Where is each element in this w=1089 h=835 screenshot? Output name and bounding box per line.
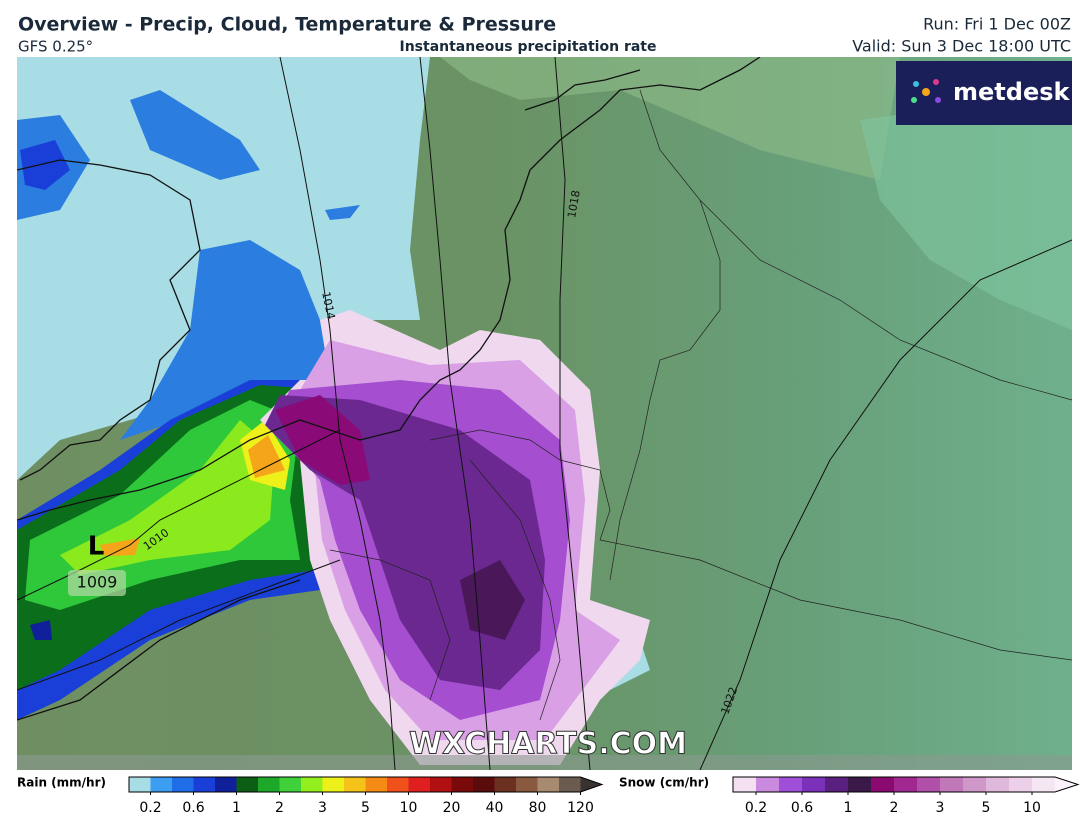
color-swatch	[150, 777, 173, 792]
logo-icon	[911, 79, 941, 103]
tick-label: 3	[318, 800, 327, 816]
color-swatch	[848, 777, 872, 792]
run-time: Run: Fri 1 Dec 00Z	[923, 15, 1071, 34]
tick-label: 20	[443, 800, 461, 816]
colorbar-outline	[732, 776, 1080, 793]
color-swatch	[387, 777, 409, 792]
logo-text: metdesk	[953, 78, 1071, 106]
tick-label: 80	[529, 800, 547, 816]
watermark: WXCHARTS.COM	[409, 727, 687, 762]
color-swatch	[344, 777, 366, 792]
tick-label: 0.6	[182, 800, 204, 816]
tick-label: 10	[1023, 800, 1041, 816]
color-swatch	[963, 777, 987, 792]
color-swatch	[451, 777, 474, 792]
tick-label: 0.2	[745, 800, 767, 816]
tick-label: 1	[232, 800, 241, 816]
color-arrow	[1055, 777, 1078, 792]
color-swatch	[1009, 777, 1033, 792]
color-swatch	[215, 777, 237, 792]
color-swatch	[258, 777, 280, 792]
rain-legend-label: Rain (mm/hr)	[17, 776, 106, 790]
color-swatch	[322, 777, 345, 792]
color-swatch	[917, 777, 941, 792]
model: GFS 0.25°	[18, 38, 93, 56]
color-swatch	[756, 777, 780, 792]
isobar-label: 1018	[565, 189, 583, 219]
color-swatch	[516, 777, 538, 792]
color-swatch	[408, 777, 431, 792]
color-swatch	[537, 777, 560, 792]
color-swatch	[894, 777, 918, 792]
color-swatch	[986, 777, 1010, 792]
map	[17, 57, 1072, 770]
color-swatch	[779, 777, 803, 792]
color-swatch	[279, 777, 302, 792]
color-swatch	[172, 777, 194, 792]
tick-label: 5	[982, 800, 991, 816]
tick-label: 120	[567, 800, 594, 816]
color-swatch	[871, 777, 895, 792]
color-swatch	[733, 777, 757, 792]
tick-label: 40	[486, 800, 504, 816]
title: Overview - Precip, Cloud, Temperature & …	[18, 14, 556, 36]
tick-label: 3	[936, 800, 945, 816]
tick-label: 2	[275, 800, 284, 816]
low-pressure: 1009	[77, 573, 118, 592]
color-swatch	[193, 777, 216, 792]
isobar-label: 1014	[319, 291, 338, 321]
color-swatch	[301, 777, 323, 792]
color-swatch	[430, 777, 452, 792]
color-swatch	[1032, 777, 1056, 792]
color-swatch	[236, 777, 259, 792]
low-symbol: L	[88, 532, 105, 562]
snow-legend-label: Snow (cm/hr)	[619, 776, 709, 790]
tick-label: 10	[400, 800, 418, 816]
valid-time: Valid: Sun 3 Dec 18:00 UTC	[852, 37, 1071, 56]
color-swatch	[559, 777, 581, 792]
color-swatch	[494, 777, 517, 792]
color-swatch	[473, 777, 495, 792]
color-swatch	[940, 777, 964, 792]
color-swatch	[802, 777, 826, 792]
legend-bars: 0.2 0.6 1 2 3 5 10 20 40 80 120 0.2 0.6 1 2 3 5 10	[128, 776, 1080, 816]
color-swatch	[129, 777, 151, 792]
color-arrow	[580, 777, 602, 792]
tick-label: 1	[844, 800, 853, 816]
tick-label: 0.6	[791, 800, 813, 816]
color-swatch	[365, 777, 388, 792]
tick-label: 2	[890, 800, 899, 816]
subtitle: Instantaneous precipitation rate	[400, 39, 657, 55]
tick-label: 0.2	[139, 800, 161, 816]
color-swatch	[825, 777, 849, 792]
colorbar-outline	[128, 776, 604, 793]
tick-label: 5	[361, 800, 370, 816]
